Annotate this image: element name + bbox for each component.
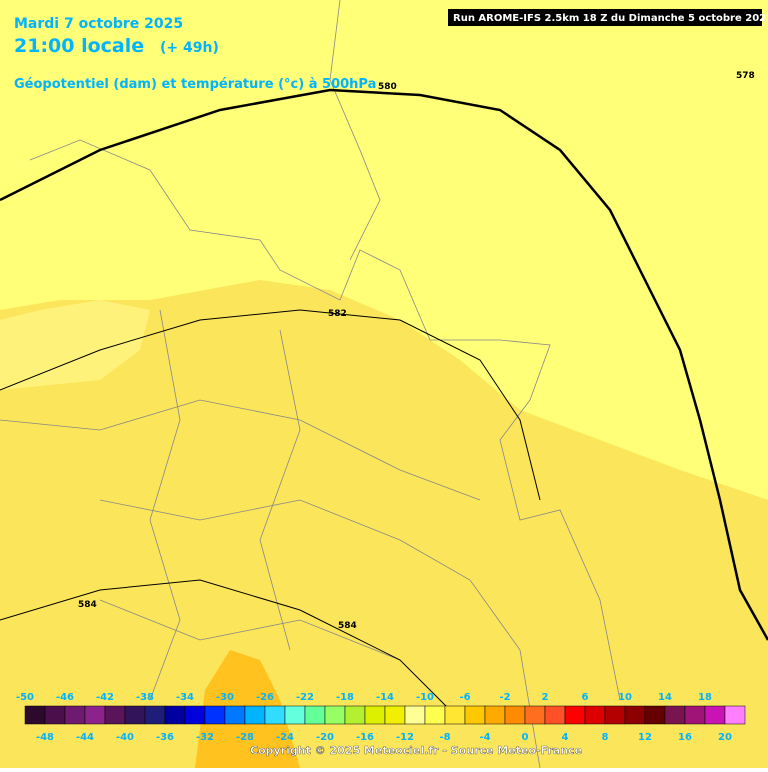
contour-label: 584 xyxy=(78,600,97,610)
swatch xyxy=(364,705,386,725)
swatch xyxy=(624,705,646,725)
lead: (+ 49h) xyxy=(160,40,219,56)
colorbar-label: -6 xyxy=(459,692,470,703)
swatch xyxy=(644,705,666,725)
colorbar-label: -48 xyxy=(36,732,54,743)
swatch xyxy=(464,705,486,725)
colorbar-label: 20 xyxy=(718,732,732,743)
colorbar-label: -10 xyxy=(416,692,434,703)
time: 21:00 locale xyxy=(14,35,144,57)
contours xyxy=(0,88,768,721)
colorbar-label: -22 xyxy=(296,692,314,703)
colorbar-label: 6 xyxy=(582,692,589,703)
colorbar-label: 10 xyxy=(618,692,632,703)
swatch xyxy=(224,705,246,725)
run: Run AROME-IFS 2.5km 18 Z du Dimanche 5 o… xyxy=(453,13,768,24)
swatch xyxy=(244,705,266,725)
colorbar-label: -18 xyxy=(336,692,354,703)
colorbar: -50 -46 -42 -38 -34 -30 -26 -22 -18 -14 -10 -6 -2 2 6 1… xyxy=(16,692,746,743)
swatch xyxy=(684,705,706,725)
colorbar-label: -26 xyxy=(256,692,274,703)
run-box xyxy=(448,9,762,26)
swatch xyxy=(304,705,326,725)
colorbar-label: 18 xyxy=(698,692,712,703)
swatch xyxy=(204,705,226,725)
contour-label: 582 xyxy=(328,309,347,319)
contour-label: 584 xyxy=(338,621,357,631)
colorbar-label: -14 xyxy=(376,692,394,703)
swatch xyxy=(344,705,366,725)
colorbar-label: -28 xyxy=(236,732,254,743)
colorbar-label: -32 xyxy=(196,732,214,743)
colorbar-label: -24 xyxy=(276,732,294,743)
swatch xyxy=(484,705,506,725)
swatch xyxy=(264,705,286,725)
swatch xyxy=(44,705,66,725)
colorbar-label: 14 xyxy=(658,692,672,703)
swatch xyxy=(404,705,426,725)
colorbar-label: -50 xyxy=(16,692,34,703)
swatch xyxy=(164,705,186,725)
swatch xyxy=(584,705,606,725)
field: Géopotentiel (dam) et température (°c) à… xyxy=(14,77,376,92)
colorbar-label: 8 xyxy=(602,732,609,743)
colorbar-label: -42 xyxy=(96,692,114,703)
colorbar-label: -36 xyxy=(156,732,174,743)
cool-area xyxy=(0,300,150,390)
colorbar-label: -2 xyxy=(499,692,510,703)
colorbar-label: -12 xyxy=(396,732,414,743)
colorbar-label: -8 xyxy=(439,732,450,743)
contour-label: 580 xyxy=(378,82,397,92)
colorbar-label: 0 xyxy=(522,732,529,743)
copyright: Copyright © 2025 Meteociel.fr - Source M… xyxy=(250,744,582,757)
colorbar-label: -4 xyxy=(479,732,490,743)
colorbar-label: 12 xyxy=(638,732,652,743)
swatch xyxy=(604,705,626,725)
swatch xyxy=(704,705,726,725)
colorbar-label: 16 xyxy=(678,732,692,743)
colorbar-label: -34 xyxy=(176,692,194,703)
contour-label: 578 xyxy=(736,71,755,81)
colorbar-label: -38 xyxy=(136,692,154,703)
colorbar-label: -44 xyxy=(76,732,94,743)
swatch xyxy=(324,705,346,725)
colorbar-label: -40 xyxy=(116,732,134,743)
swatch xyxy=(564,705,586,725)
borders xyxy=(0,0,621,769)
colorbar-label: -46 xyxy=(56,692,74,703)
swatch xyxy=(284,705,306,725)
colorbar-label: -20 xyxy=(316,732,334,743)
swatch xyxy=(384,705,406,725)
swatch xyxy=(104,705,126,725)
swatch xyxy=(144,705,166,725)
swatch xyxy=(64,705,86,725)
swatch xyxy=(544,705,566,725)
colorbar-label: -16 xyxy=(356,732,374,743)
swatch xyxy=(124,705,146,725)
colorbar-label: 4 xyxy=(562,732,569,743)
swatch xyxy=(424,705,446,725)
swatch xyxy=(184,705,206,725)
colorbar-label: 2 xyxy=(542,692,549,703)
date: Mardi 7 octobre 2025 xyxy=(14,16,183,32)
swatch xyxy=(724,705,746,725)
swatch xyxy=(664,705,686,725)
swatch xyxy=(524,705,546,725)
colorbar-label: -30 xyxy=(216,692,234,703)
swatch xyxy=(84,705,106,725)
swatch xyxy=(504,705,526,725)
swatch xyxy=(444,705,466,725)
swatch xyxy=(24,705,46,725)
